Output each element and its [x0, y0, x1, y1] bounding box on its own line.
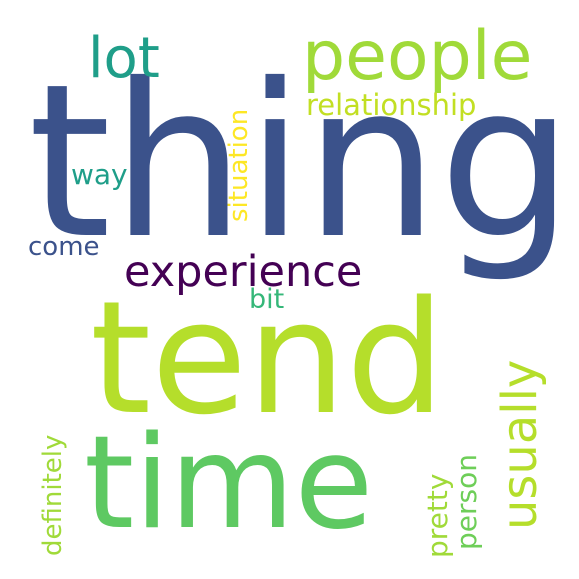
word-time: time	[84, 409, 374, 558]
word-person: person	[450, 454, 483, 550]
word-situation: situation	[224, 108, 254, 222]
word-usually: usually	[492, 359, 548, 530]
word-bit: bit	[249, 284, 285, 315]
word-lot: lot	[88, 26, 160, 91]
word-way: way	[71, 158, 128, 191]
word-thing: thing	[28, 38, 574, 285]
word-come: come	[28, 232, 100, 262]
word-definitely: definitely	[38, 434, 68, 556]
word-people: people	[302, 17, 533, 96]
word-relationship: relationship	[306, 88, 477, 122]
word-pretty: pretty	[421, 473, 454, 558]
word-tend: tend	[90, 267, 446, 449]
word-experience: experience	[124, 247, 363, 297]
